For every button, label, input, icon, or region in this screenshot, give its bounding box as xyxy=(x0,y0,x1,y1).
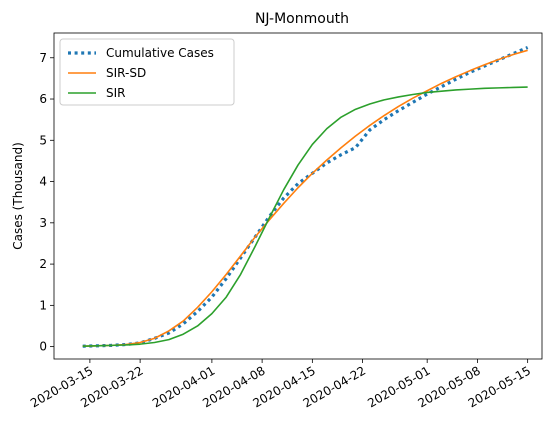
y-tick-label: 0 xyxy=(39,340,47,354)
y-tick-label: 4 xyxy=(39,175,47,189)
legend: Cumulative Cases SIR-SD SIR xyxy=(59,38,235,106)
legend-label: SIR-SD xyxy=(106,66,146,80)
legend-box xyxy=(59,38,235,106)
y-tick-label: 7 xyxy=(39,51,47,65)
y-tick-label: 2 xyxy=(39,257,47,271)
y-tick-label: 3 xyxy=(39,216,47,230)
y-tick-label: 5 xyxy=(39,133,47,147)
chart-title: NJ-Monmouth xyxy=(255,11,349,27)
y-axis-title: Cases (Thousand) xyxy=(11,142,25,250)
y-axis: 0 1 2 3 4 5 6 7 xyxy=(39,51,54,354)
series-layer xyxy=(82,45,529,348)
plot-frame xyxy=(53,32,543,360)
y-tick-label: 1 xyxy=(39,298,47,312)
legend-label: Cumulative Cases xyxy=(106,46,214,60)
legend-label: SIR xyxy=(106,86,126,100)
y-tick-label: 6 xyxy=(39,92,47,106)
series-line-sir-sd xyxy=(82,49,528,348)
series-line-sir xyxy=(82,86,528,348)
